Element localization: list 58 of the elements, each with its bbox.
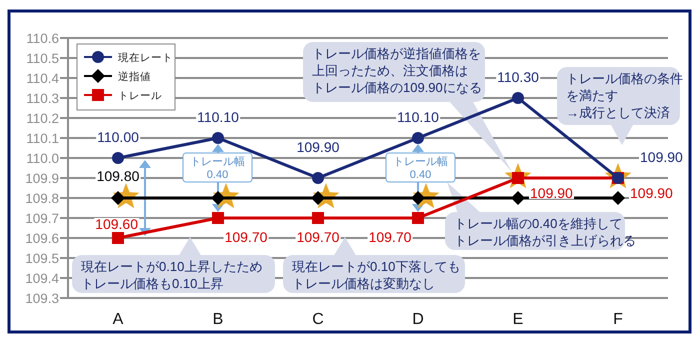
annotation: トレール幅0.40 <box>393 156 448 181</box>
x-tick-label: C <box>312 311 324 328</box>
x-tick-label: B <box>212 311 224 328</box>
data-label: 110.10 <box>197 109 240 125</box>
point <box>112 232 124 244</box>
point <box>411 191 425 205</box>
data-label: 109.60 <box>95 216 138 232</box>
point <box>212 212 224 224</box>
point <box>211 191 225 205</box>
point <box>611 191 625 205</box>
text: 110.4 <box>26 71 59 86</box>
text: 109.6 <box>25 231 59 246</box>
data-label: 109.70 <box>296 229 340 245</box>
text: 110.2 <box>26 111 59 126</box>
point <box>412 212 424 224</box>
text: 110.0 <box>26 151 59 166</box>
text: 110.5 <box>26 51 59 66</box>
point <box>111 191 125 205</box>
data-label: 109.70 <box>224 229 268 245</box>
point <box>311 191 325 205</box>
data-label: 109.90 <box>630 185 674 201</box>
data-label: 110.00 <box>97 129 140 145</box>
data-label: 109.90 <box>530 185 574 201</box>
legend-label: 逆指値 <box>118 70 151 83</box>
data-label: 110.30 <box>497 69 540 85</box>
text: 110.6 <box>26 31 59 46</box>
text: 110.3 <box>26 91 59 106</box>
point <box>112 152 124 164</box>
text: 110.1 <box>26 131 59 146</box>
annotation: トレール価格の条件を満たす→成行として決済 <box>566 71 683 120</box>
data-label: 109.90 <box>296 139 340 155</box>
text: 109.5 <box>25 251 59 266</box>
point <box>412 132 424 144</box>
text: 109.7 <box>25 211 59 226</box>
text: 109.9 <box>25 171 59 186</box>
data-label: 109.90 <box>640 149 684 165</box>
annotation: トレール価格が逆指値価格を上回ったため、注文価格はトレール価格の109.90になる <box>312 46 482 95</box>
point <box>511 191 525 205</box>
text: 109.3 <box>25 291 59 306</box>
point <box>312 172 324 184</box>
x-tick-label: F <box>613 311 624 328</box>
point <box>312 212 324 224</box>
x-tick-label: D <box>412 311 424 328</box>
text: 109.4 <box>25 271 59 286</box>
annotation: トレール幅0.40 <box>190 156 245 181</box>
x-tick-label: A <box>112 311 124 328</box>
annotation: トレール幅の0.40を維持してトレール価格が引き上げられる <box>454 216 636 248</box>
x-tick-label: E <box>512 311 524 328</box>
point <box>512 92 524 104</box>
data-label: 110.10 <box>397 109 440 125</box>
annotation: 現在レートが0.10下落してもトレール価格は変動なし <box>292 259 460 291</box>
data-label: 109.80 <box>96 168 140 184</box>
legend-label: 現在レート <box>118 52 173 64</box>
text: 109.8 <box>25 191 59 206</box>
data-label: 109.70 <box>368 229 412 245</box>
annotation: 現在レートが0.10上昇したためトレール価格も0.10上昇 <box>81 259 262 291</box>
legend-label: トレール <box>118 90 162 102</box>
point <box>212 132 224 144</box>
